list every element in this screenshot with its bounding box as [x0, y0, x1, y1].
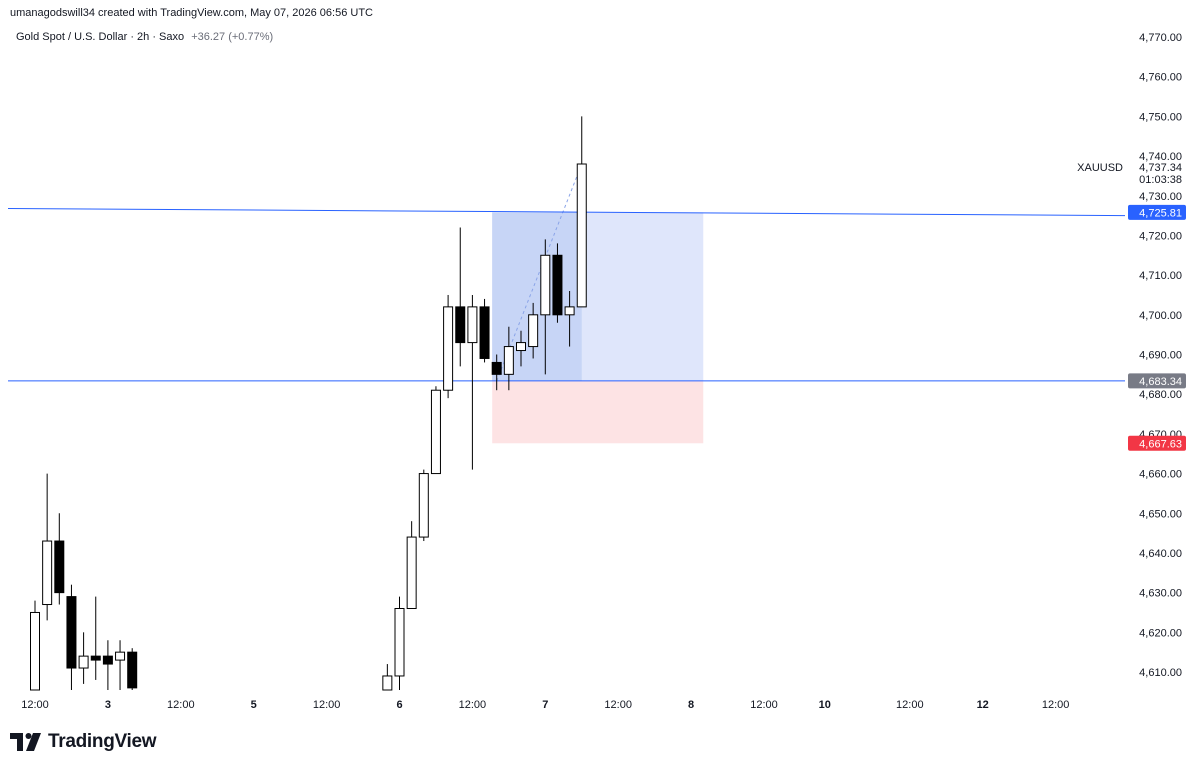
last-price-label: 4,737.34 — [1139, 162, 1182, 174]
candle-body — [552, 254, 563, 316]
tradingview-brand: TradingView — [48, 731, 157, 752]
candle-body — [479, 306, 490, 359]
entry-price-tag: 4,683.34 — [1139, 376, 1182, 388]
candle-body — [382, 675, 393, 691]
x-tick-label: 12:00 — [21, 699, 49, 711]
x-tick-label: 7 — [542, 699, 548, 711]
x-tick-label: 12:00 — [604, 699, 632, 711]
price-change: +36.27 (+0.77%) — [191, 31, 274, 43]
candle-body — [430, 389, 441, 475]
entry-price-tag-bg — [1128, 373, 1186, 389]
y-tick-label: 4,690.00 — [1139, 350, 1182, 362]
candle-body — [78, 655, 89, 669]
x-tick-label: 12:00 — [167, 699, 195, 711]
time-axis: 12:00 3 12:00 5 12:00 6 12:00 7 12:00 8 12:00 10 12:… — [21, 699, 1069, 711]
y-tick-label: 4,680.00 — [1139, 389, 1182, 401]
y-tick-label: 4,710.00 — [1139, 270, 1182, 282]
stop-price-tag-bg — [1128, 435, 1186, 451]
x-tick-label: 12:00 — [896, 699, 924, 711]
candle-body — [30, 611, 40, 691]
upper-trend-line[interactable] — [7, 207, 1126, 217]
x-tick-label: 12 — [977, 699, 989, 711]
position-path-line — [496, 163, 583, 382]
candle-body — [576, 163, 587, 308]
x-tick-label: 10 — [819, 699, 831, 711]
candle-body — [115, 651, 126, 661]
candle-body — [90, 655, 101, 661]
candle-body — [127, 651, 138, 689]
candle-body — [102, 655, 113, 665]
candle-body — [491, 361, 502, 375]
tradingview-logo-icon — [10, 733, 41, 751]
price-labels: XAUUSD 4,737.3401:03:384,725.814,683.344,… — [1077, 162, 1186, 451]
candle-body — [455, 306, 466, 344]
candle-body — [406, 536, 417, 609]
symbol-description: Gold Spot / U.S. Dollar · 2h · Saxo — [16, 31, 185, 43]
stop-zone — [492, 380, 704, 444]
candle-body — [503, 346, 514, 375]
y-tick-label: 4,700.00 — [1139, 310, 1182, 322]
y-tick-label: 4,740.00 — [1139, 151, 1182, 163]
candle-body — [540, 254, 551, 316]
symbol-label: XAUUSD — [1077, 162, 1123, 174]
y-tick-label: 4,720.00 — [1139, 230, 1182, 242]
candle-body — [467, 306, 478, 344]
stop-price-tag: 4,667.63 — [1139, 438, 1182, 450]
y-tick-label: 4,770.00 — [1139, 32, 1182, 44]
candle-body — [564, 306, 575, 316]
y-tick-label: 4,750.00 — [1139, 111, 1182, 123]
x-tick-label: 12:00 — [313, 699, 341, 711]
candle-body — [394, 608, 405, 677]
y-tick-label: 4,620.00 — [1139, 627, 1182, 639]
candle-body — [443, 306, 454, 391]
x-tick-label: 12:00 — [1042, 699, 1070, 711]
target-price-tag-bg — [1128, 204, 1186, 220]
price-axis: 4,610.00 4,620.00 4,630.00 4,640.00 4,650.00… — [1139, 32, 1182, 679]
candle-body — [516, 342, 526, 352]
y-tick-label: 4,630.00 — [1139, 588, 1182, 600]
y-tick-label: 4,610.00 — [1139, 667, 1182, 679]
target-price-tag: 4,725.81 — [1139, 207, 1182, 219]
tradingview-logo[interactable]: TradingView — [10, 731, 157, 753]
candle-body — [418, 473, 429, 538]
x-tick-label: 6 — [396, 699, 402, 711]
candle-body — [42, 540, 53, 606]
countdown-label: 01:03:38 — [1139, 174, 1182, 186]
position-zones — [492, 163, 704, 444]
candle-body — [66, 596, 77, 669]
y-tick-label: 4,730.00 — [1139, 191, 1182, 203]
chart-attribution: umanagodswill34 created with TradingView… — [10, 7, 373, 19]
candle-body — [528, 314, 539, 348]
x-tick-label: 8 — [688, 699, 694, 711]
x-tick-label: 5 — [251, 699, 257, 711]
y-tick-label: 4,760.00 — [1139, 72, 1182, 84]
symbol-legend: Gold Spot / U.S. Dollar · 2h · Saxo +36.… — [16, 31, 273, 43]
y-tick-label: 4,660.00 — [1139, 469, 1182, 481]
y-tick-label: 4,640.00 — [1139, 548, 1182, 560]
trend-lines — [7, 207, 1126, 382]
candle-body — [54, 540, 65, 594]
x-tick-label: 12:00 — [459, 699, 487, 711]
candles — [30, 116, 587, 691]
x-tick-label: 3 — [105, 699, 111, 711]
x-tick-label: 12:00 — [750, 699, 778, 711]
y-tick-label: 4,650.00 — [1139, 508, 1182, 520]
